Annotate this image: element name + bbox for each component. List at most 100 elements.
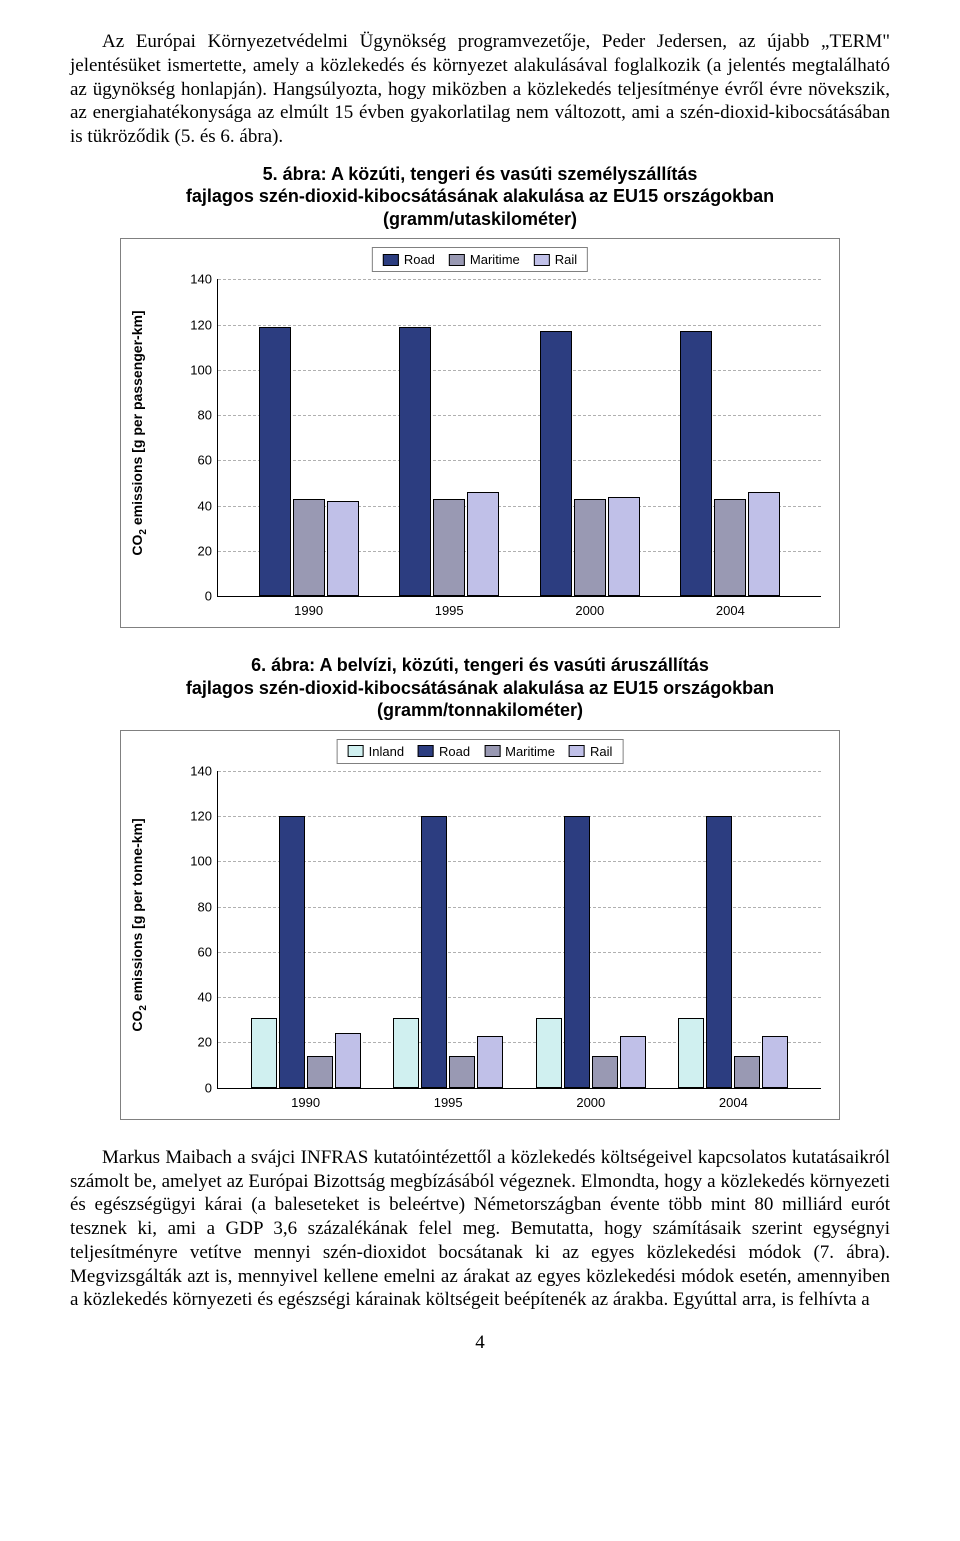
paragraph-1: Az Európai Környezetvédelmi Ügynökség pr… [70, 30, 890, 149]
page-number: 4 [70, 1332, 890, 1354]
y-tick-label: 0 [180, 1080, 212, 1095]
chart-6-legend-item: Inland [348, 744, 404, 759]
chart-6-title-line3: (gramm/tonnakilométer) [377, 700, 583, 720]
paragraph-2: Markus Maibach a svájci INFRAS kutatóint… [70, 1146, 890, 1312]
legend-swatch [383, 254, 399, 266]
gridline [218, 279, 821, 280]
chart-5-legend: Road Maritime Rail [372, 247, 588, 272]
x-tick-label: 1995 [434, 1095, 463, 1110]
x-tick-label: 2004 [716, 603, 745, 618]
y-tick-label: 20 [180, 543, 212, 558]
x-tick-label: 2004 [719, 1095, 748, 1110]
chart-6-legend-item: Road [418, 744, 470, 759]
bar [608, 497, 640, 597]
legend-swatch [484, 745, 500, 757]
chart-6-legend-item: Rail [569, 744, 612, 759]
bar [620, 1036, 646, 1088]
chart-5: 5. ábra: A közúti, tengeri és vasúti sze… [120, 163, 840, 629]
x-tick-label: 1990 [291, 1095, 320, 1110]
chart-6-plot: 0204060801001201401990199520002004 [217, 771, 821, 1089]
bar [748, 492, 780, 596]
bar [706, 816, 732, 1088]
bar [433, 499, 465, 596]
bar-group [393, 816, 503, 1088]
y-tick-label: 40 [180, 498, 212, 513]
bar-group [251, 816, 361, 1088]
chart-5-legend-item: Maritime [449, 252, 520, 267]
bar [251, 1018, 277, 1088]
bar-group [259, 327, 359, 596]
chart-6-legend-item: Maritime [484, 744, 555, 759]
bar [678, 1018, 704, 1088]
bar [477, 1036, 503, 1088]
chart-5-ylabel: CO2 emissions [g per passenger-km] [129, 311, 149, 556]
legend-label: Maritime [505, 744, 555, 759]
chart-6-legend: Inland Road Maritime Rail [337, 739, 624, 764]
chart-6-title-line2: fajlagos szén-dioxid-kibocsátásának alak… [186, 678, 774, 698]
y-tick-label: 60 [180, 453, 212, 468]
bar [714, 499, 746, 596]
chart-5-title-line2: fajlagos szén-dioxid-kibocsátásának alak… [186, 186, 774, 206]
chart-5-title: 5. ábra: A közúti, tengeri és vasúti sze… [120, 163, 840, 231]
chart-5-title-line3: (gramm/utaskilométer) [383, 209, 577, 229]
bar-group [399, 327, 499, 596]
chart-6-ylabel: CO2 emissions [g per tonne-km] [129, 818, 149, 1031]
bar-group [678, 816, 788, 1088]
bar [734, 1056, 760, 1088]
y-tick-label: 40 [180, 990, 212, 1005]
chart-5-frame: CO2 emissions [g per passenger-km] Road M… [120, 238, 840, 628]
legend-swatch [348, 745, 364, 757]
chart-5-plot: 0204060801001201401990199520002004 [217, 279, 821, 597]
legend-label: Rail [590, 744, 612, 759]
gridline [218, 325, 821, 326]
legend-label: Road [439, 744, 470, 759]
bar [279, 816, 305, 1088]
legend-label: Maritime [470, 252, 520, 267]
y-tick-label: 80 [180, 899, 212, 914]
y-tick-label: 140 [180, 763, 212, 778]
bar [421, 816, 447, 1088]
bar [327, 501, 359, 596]
bar [307, 1056, 333, 1088]
bar [393, 1018, 419, 1088]
y-tick-label: 80 [180, 408, 212, 423]
legend-swatch [418, 745, 434, 757]
y-tick-label: 20 [180, 1035, 212, 1050]
y-tick-label: 60 [180, 944, 212, 959]
bar [540, 331, 572, 596]
bar [335, 1033, 361, 1087]
bar [536, 1018, 562, 1088]
bar [574, 499, 606, 596]
bar-group [536, 816, 646, 1088]
x-tick-label: 1995 [435, 603, 464, 618]
legend-label: Inland [369, 744, 404, 759]
y-tick-label: 120 [180, 317, 212, 332]
chart-5-legend-item: Rail [534, 252, 577, 267]
legend-swatch [534, 254, 550, 266]
chart-5-title-line1: 5. ábra: A közúti, tengeri és vasúti sze… [263, 164, 698, 184]
x-tick-label: 1990 [294, 603, 323, 618]
bar [293, 499, 325, 596]
document-page: Az Európai Környezetvédelmi Ügynökség pr… [0, 0, 960, 1384]
y-tick-label: 140 [180, 272, 212, 287]
chart-6-frame: CO2 emissions [g per tonne-km] Inland Roa… [120, 730, 840, 1120]
gridline [218, 771, 821, 772]
y-tick-label: 100 [180, 854, 212, 869]
legend-swatch [569, 745, 585, 757]
chart-6-title: 6. ábra: A belvízi, közúti, tengeri és v… [120, 654, 840, 722]
y-tick-label: 0 [180, 589, 212, 604]
legend-label: Rail [555, 252, 577, 267]
bar [564, 816, 590, 1088]
y-tick-label: 120 [180, 809, 212, 824]
bar-group [540, 331, 640, 596]
bar [449, 1056, 475, 1088]
x-tick-label: 2000 [575, 603, 604, 618]
bar-group [680, 331, 780, 596]
bar [259, 327, 291, 596]
chart-6-title-line1: 6. ábra: A belvízi, közúti, tengeri és v… [251, 655, 709, 675]
bar [467, 492, 499, 596]
y-tick-label: 100 [180, 362, 212, 377]
chart-6: 6. ábra: A belvízi, közúti, tengeri és v… [120, 654, 840, 1120]
x-tick-label: 2000 [576, 1095, 605, 1110]
chart-5-legend-item: Road [383, 252, 435, 267]
